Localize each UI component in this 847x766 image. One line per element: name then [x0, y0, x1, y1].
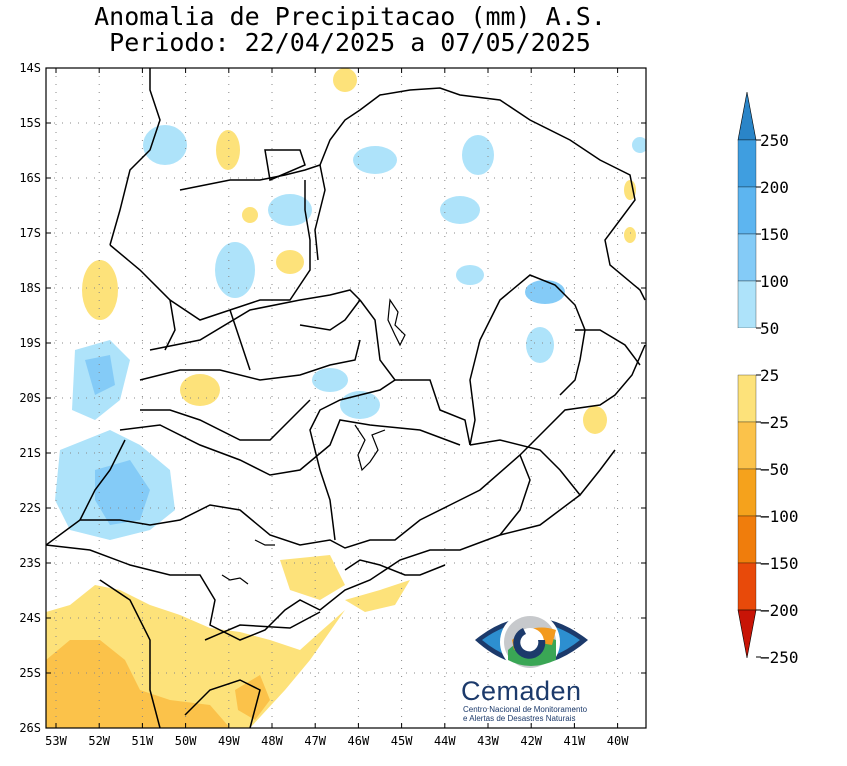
colorbar-segment — [737, 515, 757, 564]
latitude-label: 18S — [19, 281, 41, 295]
longitude-labels: 53W 52W 51W 50W 49W 48W 47W 46W 45W 44W 43W 42W 41W 4… — [45, 734, 629, 748]
longitude-label: 48W — [261, 734, 283, 748]
logo-wordmark: Cemaden — [461, 676, 582, 706]
latitude-label: 14S — [19, 61, 41, 75]
colorbar-label: −100 — [760, 507, 799, 526]
latitude-label: 21S — [19, 446, 41, 460]
colorbar-segment — [737, 139, 757, 188]
latitude-label: 24S — [19, 611, 41, 625]
colorbar-label: −250 — [760, 648, 799, 667]
latitude-label: 25S — [19, 666, 41, 680]
colorbar-top-arrow — [737, 91, 757, 141]
colorbar-label: 25 — [760, 366, 779, 385]
latitude-label: 16S — [19, 171, 41, 185]
colorbar: 250 200 150 100 50 25 −25 −50 −100 −150 −200 −250 — [737, 91, 799, 667]
colorbar-bottom-arrow — [737, 609, 757, 659]
longitude-label: 41W — [564, 734, 586, 748]
logo-subtitle-line1: Centro Nacional de Monitoramento — [463, 705, 588, 714]
colorbar-segment — [737, 562, 757, 611]
state-and-basin-borders — [46, 68, 646, 728]
latitude-label: 15S — [19, 116, 41, 130]
colorbar-label: 250 — [760, 131, 789, 150]
longitude-label: 40W — [607, 734, 629, 748]
colorbar-segment — [737, 374, 757, 423]
longitude-label: 53W — [45, 734, 67, 748]
reservoirs — [221, 298, 406, 585]
colorbar-label: −200 — [760, 601, 799, 620]
colorbar-segment — [737, 233, 757, 282]
colorbar-label: 50 — [760, 319, 779, 338]
longitude-label: 42W — [520, 734, 542, 748]
longitude-label: 52W — [88, 734, 110, 748]
colorbar-segment — [737, 186, 757, 235]
longitude-label: 44W — [434, 734, 456, 748]
latitude-label: 20S — [19, 391, 41, 405]
colorbar-segment — [737, 280, 757, 329]
colorbar-label: −50 — [760, 460, 789, 479]
longitude-label: 50W — [175, 734, 197, 748]
longitude-label: 45W — [391, 734, 413, 748]
latitude-label: 23S — [19, 556, 41, 570]
colorbar-label: 100 — [760, 272, 789, 291]
longitude-label: 46W — [348, 734, 370, 748]
anomaly-field — [46, 68, 646, 728]
map-title-line1: Anomalia de Precipitacao (mm) A.S. — [94, 2, 606, 31]
colorbar-segment — [738, 328, 756, 375]
longitude-label: 43W — [477, 734, 499, 748]
map-title-line2: Periodo: 22/04/2025 a 07/05/2025 — [109, 28, 591, 57]
longitude-label: 47W — [304, 734, 326, 748]
logo-subtitle-line2: e Alertas de Desastres Naturais — [463, 714, 576, 723]
colorbar-label: 150 — [760, 225, 789, 244]
axis-ticks — [46, 67, 646, 729]
latitude-label: 17S — [19, 226, 41, 240]
cemaden-logo-icon — [475, 612, 588, 672]
latitude-labels: 14S 15S 16S 17S 18S 19S 20S 21S 22S 23S 24S 25S 26S — [19, 61, 41, 735]
colorbar-label: −25 — [760, 413, 789, 432]
longitude-label: 49W — [218, 734, 240, 748]
colorbar-segment — [737, 468, 757, 517]
latitude-label: 22S — [19, 501, 41, 515]
colorbar-label: −150 — [760, 554, 799, 573]
colorbar-segment — [737, 421, 757, 470]
latitude-label: 26S — [19, 721, 41, 735]
longitude-label: 51W — [132, 734, 154, 748]
colorbar-label: 200 — [760, 178, 789, 197]
latitude-label: 19S — [19, 336, 41, 350]
